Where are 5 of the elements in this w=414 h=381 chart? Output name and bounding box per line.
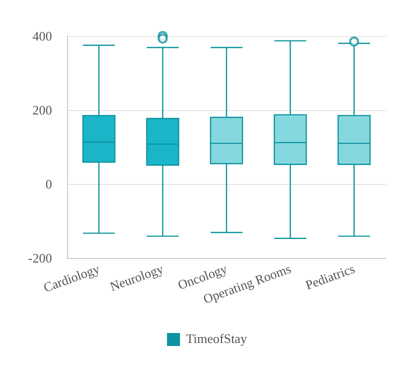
y-tick-label: -200 — [28, 250, 52, 266]
y-tick-label: 400 — [32, 28, 52, 44]
y-tick-label: 200 — [32, 102, 52, 118]
y-tick-label: 0 — [46, 176, 52, 192]
text: TimeofStay — [186, 331, 247, 347]
